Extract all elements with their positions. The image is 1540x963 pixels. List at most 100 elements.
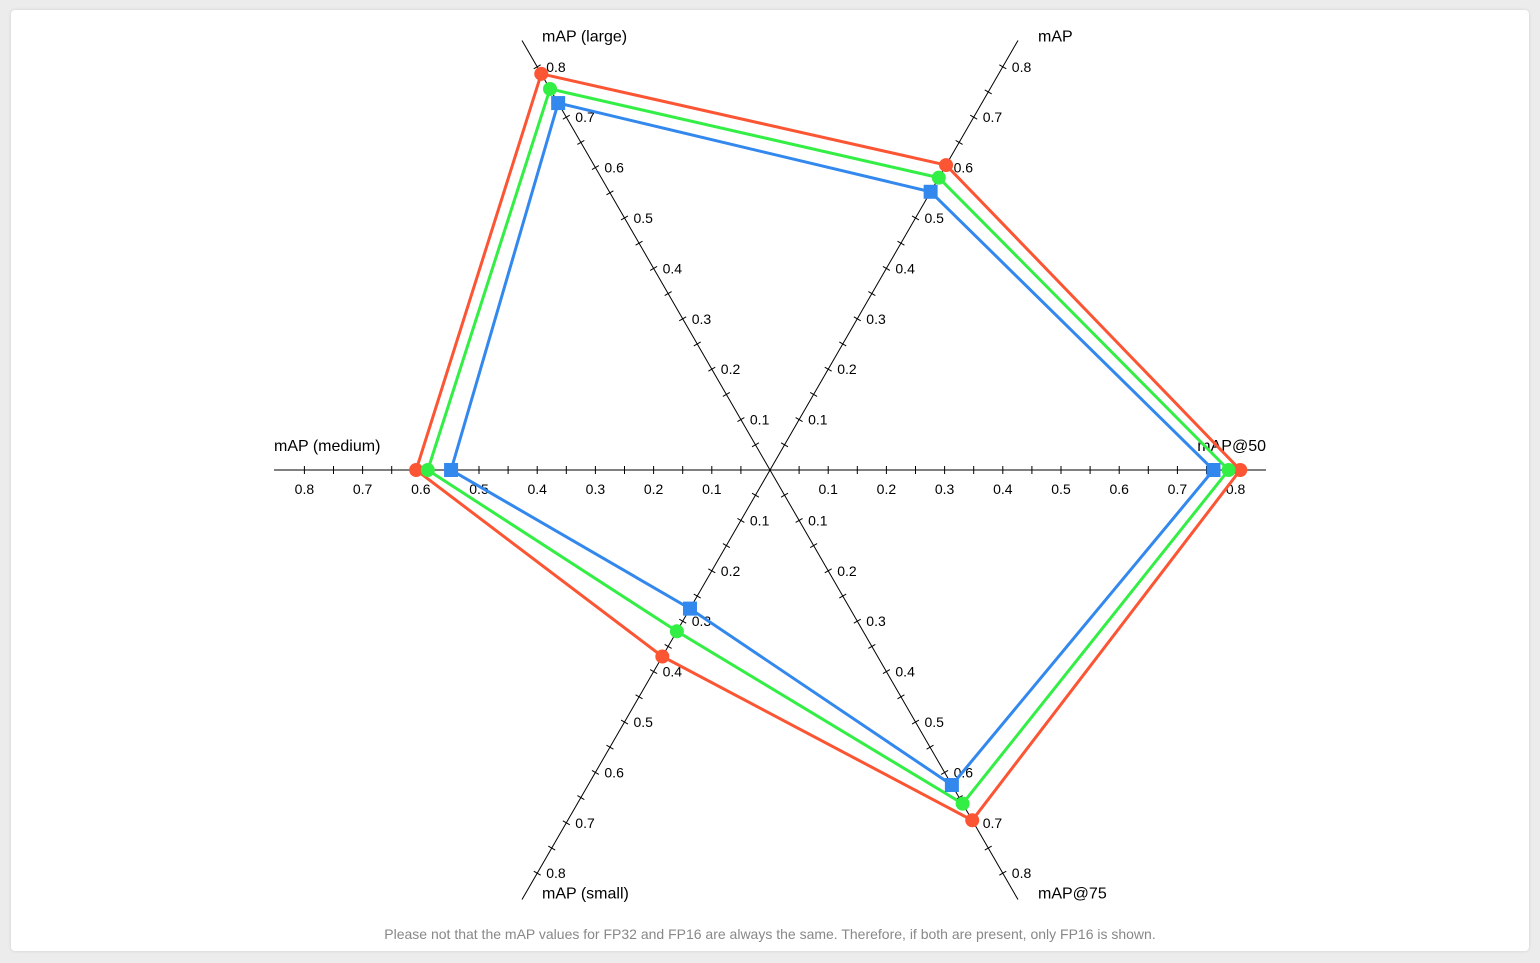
- tick-label-map-medium-7: 0.8: [295, 481, 315, 497]
- axis-tick: [708, 366, 716, 372]
- axis-tick: [955, 139, 963, 145]
- tick-label-map-50-2: 0.3: [935, 481, 955, 497]
- series-blue-point-map[interactable]: [923, 184, 938, 199]
- series-red-point-map-75[interactable]: [965, 813, 980, 828]
- tick-label-map-75-6: 0.7: [983, 815, 1003, 831]
- axis-title-map-75: mAP@75: [1038, 886, 1107, 903]
- axis-tick: [911, 215, 920, 221]
- axis-tick: [911, 719, 920, 725]
- tick-label-map-medium-0: 0.1: [702, 481, 722, 497]
- footnote: Please not that the mAP values for FP32 …: [384, 926, 1156, 942]
- tick-label-map-75-1: 0.2: [837, 563, 857, 579]
- series-layer: [409, 66, 1248, 828]
- tick-label-map-75-3: 0.4: [895, 664, 915, 680]
- series-red-point-map-large[interactable]: [534, 66, 549, 81]
- axis-tick: [708, 568, 716, 574]
- axis-tick: [664, 291, 672, 297]
- tick-label-map-50-6: 0.7: [1168, 481, 1188, 497]
- tick-label-map-50-7: 0.8: [1226, 481, 1246, 497]
- tick-label-map-medium-6: 0.7: [353, 481, 373, 497]
- tick-label-map-medium-1: 0.2: [644, 481, 664, 497]
- tick-label-map-50-5: 0.6: [1109, 481, 1129, 497]
- tick-label-map-small-6: 0.7: [575, 815, 595, 831]
- axis-tick: [780, 442, 789, 448]
- series-red: [409, 66, 1248, 828]
- series-red-point-map-50[interactable]: [1233, 463, 1248, 477]
- tick-label-map-2: 0.3: [866, 311, 886, 327]
- series-red-outline: [414, 72, 1243, 823]
- axis-tick: [868, 643, 876, 649]
- tick-label-map-medium-2: 0.3: [586, 481, 606, 497]
- tick-label-map-5: 0.6: [954, 160, 974, 176]
- series-red-point-map[interactable]: [939, 158, 954, 173]
- axis-tick: [824, 366, 832, 372]
- series-blue-point-map-75[interactable]: [944, 778, 959, 793]
- axis-tick: [809, 391, 818, 397]
- series-green-point-map-small[interactable]: [669, 624, 684, 639]
- tick-label-map-small-2: 0.3: [692, 613, 712, 629]
- tick-label-map-large-5: 0.6: [604, 160, 624, 176]
- axis-tick: [882, 265, 891, 271]
- tick-label-map-medium-5: 0.6: [411, 481, 431, 497]
- axis-tick: [591, 165, 600, 171]
- axis-tick: [606, 190, 614, 196]
- axis-tick: [751, 442, 760, 448]
- axis-tick: [635, 694, 643, 700]
- series-blue-point-map-50[interactable]: [1206, 463, 1221, 477]
- series-green-point-map-medium[interactable]: [420, 463, 435, 477]
- series-blue-point-map-medium[interactable]: [444, 463, 459, 477]
- series-green-point-map-large[interactable]: [543, 81, 558, 96]
- axis-title-map-large: mAP (large): [542, 28, 627, 45]
- series-red-point-map-medium[interactable]: [409, 463, 424, 477]
- axis-tick: [635, 240, 643, 246]
- axis-tick: [868, 291, 876, 297]
- axis-tick: [548, 845, 556, 851]
- tick-label-map-50-1: 0.2: [877, 481, 897, 497]
- axes-layer: 0.1 0.2 0.3 0.4 0.5 0.6 0.7 0.8 mAP 0.1 0.2 0.3 0.4 0…: [274, 28, 1266, 903]
- tick-label-map-small-5: 0.6: [604, 764, 624, 780]
- axis-tick: [678, 316, 687, 322]
- axis-tick: [562, 114, 571, 120]
- axis-tick: [693, 593, 701, 599]
- series-green-point-map-75[interactable]: [955, 796, 970, 811]
- tick-label-map-large-7: 0.8: [546, 59, 566, 75]
- axis-tick: [562, 820, 571, 826]
- axis-tick: [824, 568, 832, 574]
- axis-tick: [999, 64, 1007, 70]
- tick-label-map-medium-3: 0.4: [527, 481, 547, 497]
- axis-tick: [940, 769, 949, 775]
- tick-label-map-small-1: 0.2: [721, 563, 741, 579]
- series-blue-point-map-small[interactable]: [682, 601, 697, 616]
- axis-tick: [737, 517, 745, 523]
- axis-tick: [533, 870, 541, 876]
- series-green-point-map-50[interactable]: [1221, 463, 1236, 477]
- axis-tick: [795, 417, 803, 423]
- series-blue-point-map-large[interactable]: [551, 96, 566, 111]
- tick-label-map-75-2: 0.3: [866, 613, 886, 629]
- axis-tick: [969, 114, 978, 120]
- axis-tick: [780, 492, 789, 498]
- series-red-point-map-small[interactable]: [655, 649, 670, 664]
- tick-label-map-small-7: 0.8: [546, 865, 566, 881]
- series-green-point-map[interactable]: [931, 170, 946, 185]
- tick-label-map-0: 0.1: [808, 412, 828, 428]
- axis-tick: [649, 669, 658, 675]
- axis-tick: [839, 341, 847, 347]
- tick-label-map-small-4: 0.5: [634, 714, 654, 730]
- tick-label-map-large-4: 0.5: [634, 210, 654, 226]
- axis-tick: [897, 240, 905, 246]
- axis-tick: [722, 391, 731, 397]
- axis-tick: [926, 744, 934, 750]
- axis-tick: [722, 543, 731, 549]
- axis-tick: [693, 341, 701, 347]
- axis-title-map: mAP: [1038, 28, 1073, 45]
- axis-tick: [984, 89, 992, 95]
- tick-label-map-large-0: 0.1: [750, 412, 770, 428]
- tick-label-map-large-1: 0.2: [721, 361, 741, 377]
- tick-label-map-1: 0.2: [837, 361, 857, 377]
- axis-tick: [984, 845, 992, 851]
- tick-label-map-large-6: 0.7: [575, 109, 595, 125]
- tick-label-map-6: 0.7: [983, 109, 1003, 125]
- axis-tick: [751, 492, 760, 498]
- chart-card: [11, 10, 1529, 951]
